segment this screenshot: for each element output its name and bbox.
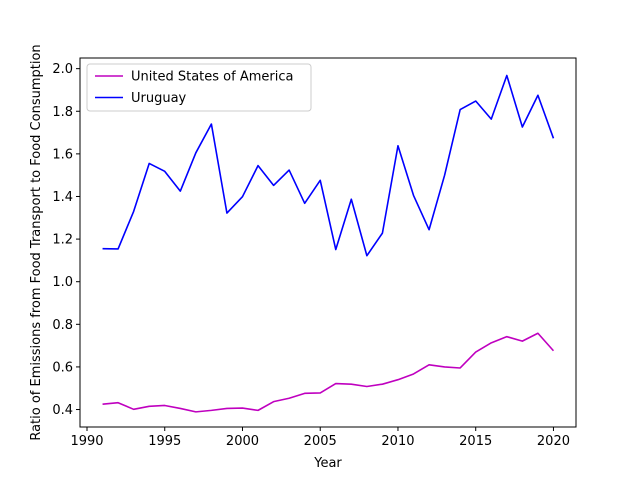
x-tick-label: 2000 <box>226 434 259 449</box>
y-tick-label: 0.8 <box>52 318 73 333</box>
y-tick-label: 2.0 <box>52 62 73 77</box>
x-tick-label: 1995 <box>148 434 181 449</box>
y-tick-label: 1.6 <box>52 147 73 162</box>
x-tick-label: 1990 <box>70 434 103 449</box>
x-axis: 1990 1995 2000 2005 2010 2015 2020 <box>70 427 570 449</box>
y-tick-label: 1.8 <box>52 105 73 120</box>
y-axis-label: Ratio of Emissions from Food Transport t… <box>29 44 44 440</box>
y-tick-label: 0.4 <box>52 403 73 418</box>
y-tick-label: 1.0 <box>52 275 73 290</box>
legend: United States of America Uruguay <box>86 63 312 112</box>
series-layer <box>102 74 555 413</box>
legend-box <box>86 63 312 112</box>
y-tick-label: 1.4 <box>52 190 73 205</box>
x-tick-label: 2015 <box>459 434 492 449</box>
x-tick-label: 2020 <box>537 434 570 449</box>
series-line-uruguay <box>102 74 555 257</box>
x-tick-label: 2005 <box>304 434 337 449</box>
x-axis-label: Year <box>313 456 342 471</box>
legend-label: United States of America <box>131 70 293 85</box>
y-axis: 0.4 0.6 0.8 1.0 1.2 1.4 1.6 1.8 2.0 <box>52 62 80 418</box>
series-line-united-states-of-america <box>102 332 555 413</box>
plot-area-frame <box>79 57 577 428</box>
y-tick-label: 1.2 <box>52 233 73 248</box>
y-tick-label: 0.6 <box>52 360 73 375</box>
x-tick-label: 2010 <box>381 434 414 449</box>
legend-label: Uruguay <box>131 91 187 106</box>
